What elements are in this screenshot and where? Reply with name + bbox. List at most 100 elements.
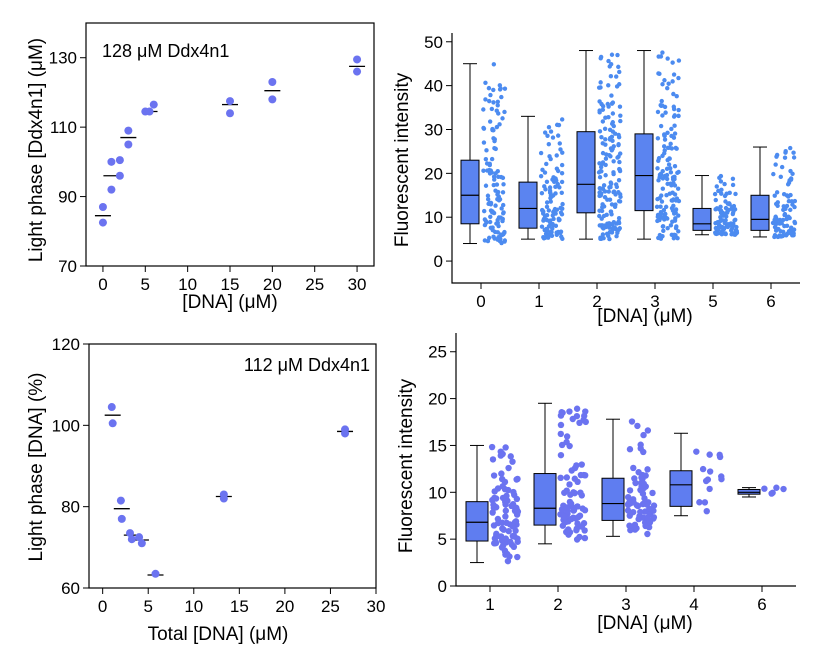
data-point [499, 450, 506, 458]
panel-c-ytick-label: 120 [52, 335, 80, 354]
data-point [635, 469, 642, 476]
data-point [489, 156, 495, 162]
data-point [617, 192, 623, 197]
panel-a-xlabel: [DNA] (μM) [182, 292, 277, 313]
data-point [580, 520, 588, 527]
data-point [665, 225, 670, 231]
data-point [481, 126, 487, 131]
data-point [699, 465, 707, 473]
data-point [672, 232, 677, 238]
data-point [557, 474, 564, 482]
data-point [664, 176, 670, 182]
data-point [666, 162, 672, 167]
panel-c-xlabel: Total [DNA] (μM) [148, 624, 289, 645]
data-point [672, 131, 678, 136]
data-point [563, 433, 571, 440]
data-point [485, 193, 491, 198]
panel-b-axes [451, 33, 800, 284]
data-point [608, 209, 614, 214]
data-point [555, 181, 560, 187]
data-point [576, 419, 583, 427]
panel-b-ytick-label: 0 [434, 252, 443, 271]
data-point [660, 186, 666, 191]
data-point [538, 173, 544, 179]
data-point [611, 170, 616, 175]
data-point [785, 182, 791, 187]
data-point [658, 204, 663, 209]
data-point [599, 101, 604, 107]
data-point [614, 84, 620, 89]
data-point [730, 182, 736, 188]
data-point [501, 210, 506, 215]
data-point [732, 218, 737, 223]
data-point [706, 451, 713, 458]
data-point [542, 130, 548, 135]
data-point [656, 71, 661, 76]
data-point [540, 208, 545, 214]
data-point [551, 216, 556, 222]
data-point [353, 55, 362, 64]
data-point [613, 202, 618, 207]
data-point [543, 226, 549, 232]
data-point [546, 208, 551, 213]
panel-a-annotation: 128 μM Ddx4n1 [102, 41, 229, 61]
data-point [674, 146, 679, 151]
data-point [728, 222, 733, 227]
data-point [782, 211, 788, 217]
data-point [610, 100, 616, 105]
data-point [676, 58, 682, 63]
data-point [596, 85, 602, 90]
data-point [637, 508, 644, 516]
data-point [559, 117, 565, 122]
data-point [560, 512, 567, 520]
panel-c-ytick-label: 80 [61, 498, 80, 517]
data-point [722, 193, 728, 199]
box-iqr [576, 131, 596, 214]
data-point [650, 502, 658, 509]
data-point [610, 146, 615, 152]
data-point [151, 569, 160, 578]
data-point [496, 215, 502, 220]
data-point [545, 133, 550, 138]
data-point [676, 213, 681, 218]
data-point [505, 527, 512, 535]
data-point [489, 509, 496, 516]
data-point [671, 197, 676, 202]
data-point [772, 193, 777, 198]
data-point [722, 211, 728, 217]
data-point [597, 174, 603, 180]
data-point [616, 64, 621, 70]
data-point [487, 200, 492, 206]
data-point [491, 494, 498, 502]
panel-d-marks [465, 402, 787, 565]
data-point [670, 60, 675, 65]
data-point [509, 532, 517, 540]
data-point [610, 111, 616, 116]
data-point [655, 196, 660, 202]
data-point [675, 186, 681, 191]
data-point [671, 72, 677, 77]
panel-b-ytick-label: 10 [424, 208, 443, 227]
data-point [495, 220, 500, 226]
box-iqr [750, 194, 770, 231]
data-point [557, 421, 565, 429]
data-point [600, 119, 606, 124]
data-point [671, 104, 677, 109]
data-point [491, 62, 497, 67]
data-point [666, 81, 671, 86]
data-point [668, 223, 674, 228]
data-point [714, 226, 720, 232]
data-point [491, 182, 496, 188]
data-point [497, 87, 503, 92]
data-point [268, 78, 277, 87]
data-point [660, 224, 666, 229]
data-point [505, 464, 512, 472]
data-point [665, 56, 670, 61]
data-point [718, 208, 724, 213]
data-point [495, 192, 500, 197]
data-point [668, 141, 673, 147]
panel-d: 0 5 10 15 20 25 1 2 3 4 6 [DNA] (μM) Fluorescent i… [396, 333, 796, 634]
data-point [501, 182, 506, 187]
data-point [734, 224, 739, 230]
data-point [598, 164, 604, 170]
